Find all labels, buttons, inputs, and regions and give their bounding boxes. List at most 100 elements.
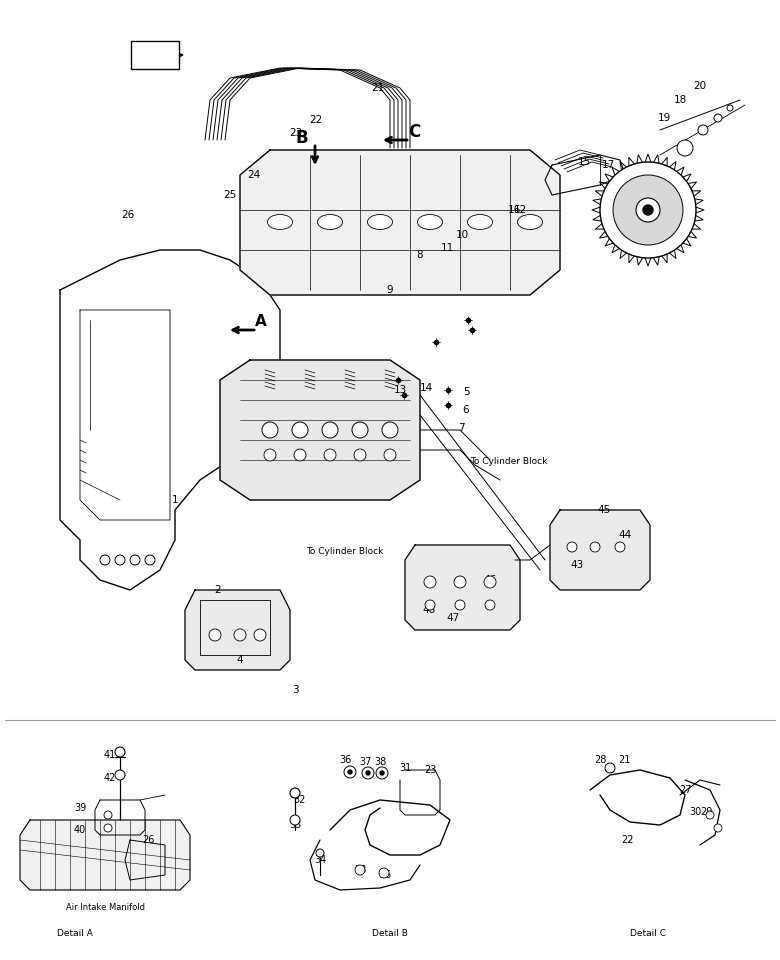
Circle shape [615, 542, 625, 552]
Circle shape [366, 771, 370, 775]
Text: 1: 1 [172, 495, 179, 505]
Text: 39: 39 [74, 803, 86, 813]
Text: 14: 14 [420, 383, 433, 393]
Text: 15: 15 [577, 157, 590, 167]
Text: 35: 35 [379, 870, 392, 880]
Text: 18: 18 [673, 95, 686, 105]
Text: 20: 20 [693, 81, 707, 91]
Circle shape [344, 766, 356, 778]
Ellipse shape [367, 214, 392, 229]
Polygon shape [220, 360, 420, 500]
Text: To Cylinder Block: To Cylinder Block [307, 547, 384, 557]
Text: C: C [408, 123, 420, 141]
Text: 48: 48 [423, 605, 435, 615]
Text: 29: 29 [700, 807, 712, 817]
Text: To Cylinder Block: To Cylinder Block [470, 458, 548, 467]
Circle shape [290, 815, 300, 825]
Polygon shape [60, 250, 280, 590]
Text: 25: 25 [223, 190, 236, 200]
Text: 22: 22 [310, 115, 323, 125]
Polygon shape [185, 590, 290, 670]
Text: 6: 6 [463, 405, 470, 415]
Circle shape [567, 542, 577, 552]
Text: 24: 24 [247, 170, 261, 180]
Text: 42: 42 [104, 773, 116, 783]
Circle shape [384, 449, 396, 461]
Polygon shape [550, 510, 650, 590]
Circle shape [262, 422, 278, 438]
Text: 5: 5 [463, 387, 470, 397]
Circle shape [294, 449, 306, 461]
Circle shape [454, 576, 466, 588]
Polygon shape [20, 820, 190, 890]
Circle shape [234, 629, 246, 641]
Text: A: A [255, 315, 267, 329]
Circle shape [382, 422, 398, 438]
Circle shape [380, 771, 384, 775]
Circle shape [714, 824, 722, 832]
Polygon shape [240, 150, 560, 295]
Text: 13: 13 [393, 385, 406, 395]
Circle shape [316, 849, 324, 857]
Circle shape [355, 865, 365, 875]
Circle shape [424, 576, 436, 588]
Circle shape [677, 140, 693, 156]
Text: 33: 33 [289, 820, 301, 830]
Text: 12: 12 [513, 205, 526, 215]
Circle shape [590, 542, 600, 552]
Circle shape [425, 600, 435, 610]
Text: 21: 21 [618, 755, 630, 765]
Circle shape [605, 763, 615, 773]
Ellipse shape [517, 214, 543, 229]
Text: 26: 26 [122, 210, 135, 220]
Text: 26: 26 [142, 835, 154, 845]
Text: 30: 30 [689, 807, 701, 817]
Text: 19: 19 [658, 113, 671, 123]
Text: 23: 23 [289, 128, 303, 138]
Circle shape [324, 449, 336, 461]
Text: Detail B: Detail B [372, 928, 408, 938]
Text: FWD: FWD [142, 51, 168, 61]
Text: 9: 9 [387, 285, 393, 295]
Text: 7: 7 [458, 423, 464, 433]
Circle shape [362, 767, 374, 779]
Text: 10: 10 [456, 230, 469, 240]
Circle shape [104, 824, 112, 832]
Text: 43: 43 [570, 560, 583, 570]
Text: Air Intake Manifold: Air Intake Manifold [66, 903, 144, 913]
Text: B: B [296, 129, 308, 147]
Circle shape [484, 576, 496, 588]
Circle shape [348, 770, 352, 774]
Text: 8: 8 [417, 250, 424, 260]
Circle shape [485, 600, 495, 610]
Text: 2: 2 [215, 585, 222, 595]
Text: 36: 36 [339, 755, 351, 765]
Text: 17: 17 [601, 160, 615, 170]
Circle shape [643, 205, 653, 215]
Text: 3: 3 [292, 685, 298, 695]
Circle shape [115, 770, 125, 780]
Text: 16: 16 [507, 205, 520, 215]
Circle shape [706, 811, 714, 819]
Text: 38: 38 [374, 757, 386, 767]
Circle shape [292, 422, 308, 438]
Text: 37: 37 [360, 757, 372, 767]
Circle shape [115, 555, 125, 565]
Circle shape [727, 105, 733, 111]
Circle shape [130, 555, 140, 565]
Circle shape [379, 868, 389, 878]
Text: 22: 22 [622, 835, 634, 845]
Text: 44: 44 [619, 530, 632, 540]
Text: 11: 11 [441, 243, 454, 253]
Circle shape [254, 629, 266, 641]
Text: 46: 46 [484, 575, 497, 585]
Text: 40: 40 [74, 825, 86, 835]
Circle shape [264, 449, 276, 461]
Circle shape [209, 629, 221, 641]
Circle shape [455, 600, 465, 610]
Text: 4: 4 [236, 655, 243, 665]
Polygon shape [405, 545, 520, 630]
Text: 27: 27 [679, 785, 693, 795]
Text: 38: 38 [354, 865, 366, 875]
Text: 31: 31 [399, 763, 411, 773]
